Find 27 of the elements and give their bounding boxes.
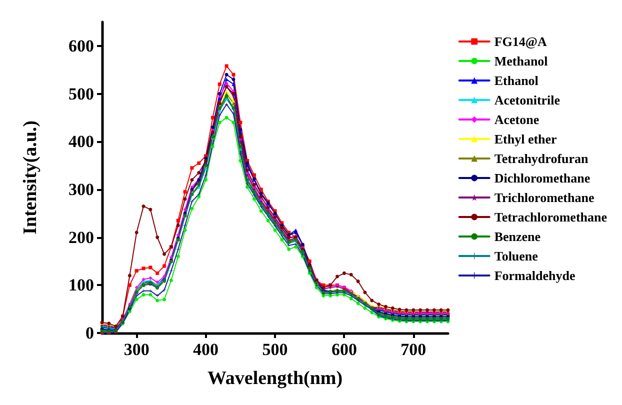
legend-label: Dichloromethane — [494, 170, 590, 186]
x-tick-label: 600 — [331, 340, 357, 359]
legend-label: Benzene — [494, 229, 541, 244]
x-tick-label: 300 — [124, 340, 150, 359]
legend-label: Ethanol — [494, 73, 539, 88]
legend-label: Methanol — [494, 54, 548, 68]
legend-label: Toluene — [494, 248, 538, 264]
y-tick-label: 600 — [68, 36, 94, 56]
y-tick-label: 400 — [68, 132, 94, 152]
x-tick-label: 500 — [262, 340, 288, 359]
legend-label: Acetone — [494, 112, 540, 127]
legend-label: Acetonitrile — [494, 92, 560, 108]
y-tick-label: 500 — [68, 84, 94, 104]
y-tick-label: 100 — [68, 276, 94, 295]
y-tick-label: 200 — [68, 228, 94, 247]
y-tick-label: 0 — [86, 324, 94, 342]
x-tick-label: 700 — [400, 340, 426, 359]
legend-label: Tetrachloromethane — [494, 210, 608, 224]
x-tick-label: 400 — [193, 340, 219, 359]
y-axis-title: Intensity(a.u.) — [20, 120, 41, 235]
y-tick-label: 300 — [68, 180, 94, 199]
legend-label: FG14@A — [494, 34, 548, 49]
legend-label: Tetrahydrofuran — [494, 151, 590, 166]
legend-label: Formaldehyde — [494, 268, 576, 283]
legend-label: Trichloromethane — [494, 190, 594, 205]
x-axis-title: Wavelength(nm) — [207, 368, 343, 389]
legend-label: Ethyl ether — [494, 132, 558, 146]
